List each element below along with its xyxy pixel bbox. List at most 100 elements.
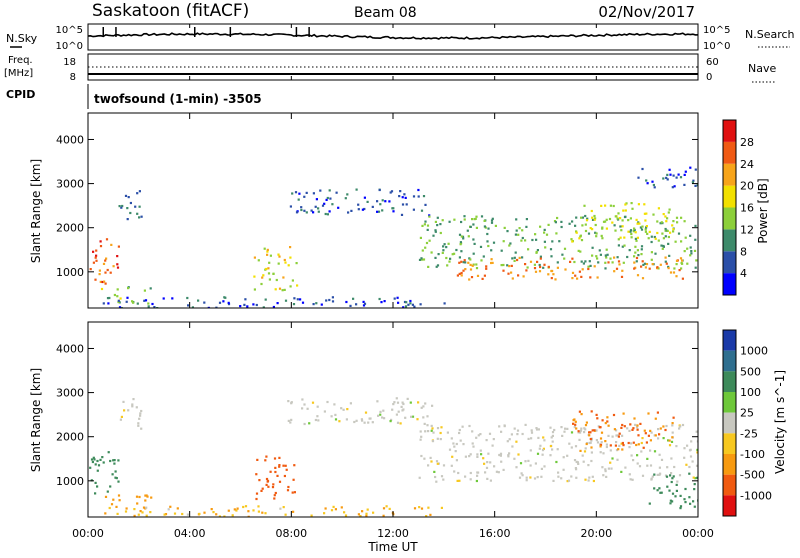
heatmap-cell [591, 475, 594, 478]
heatmap-cell [636, 454, 639, 457]
heatmap-cell [556, 261, 559, 264]
heatmap-cell [600, 431, 604, 434]
heatmap-cell [272, 483, 275, 486]
heatmap-cell [620, 229, 623, 232]
heatmap-cell [635, 239, 638, 242]
heatmap-cell [511, 277, 514, 280]
heatmap-cell [417, 401, 420, 404]
heatmap-cell [589, 441, 592, 444]
heatmap-cell [287, 419, 290, 422]
heatmap-cell [570, 446, 573, 449]
heatmap-cell [589, 227, 592, 230]
heatmap-cell [134, 205, 137, 208]
heatmap-cell [203, 301, 206, 304]
heatmap-cell [588, 431, 591, 434]
heatmap-cell [694, 224, 697, 227]
heatmap-cell [450, 464, 453, 467]
heatmap-cell [469, 263, 472, 266]
heatmap-cell [458, 428, 461, 432]
heatmap-cell [654, 252, 657, 255]
heatmap-cell [621, 423, 624, 427]
heatmap-cell [269, 254, 272, 257]
heatmap-cell [432, 431, 435, 434]
heatmap-cell [381, 209, 384, 212]
heatmap-cell [602, 474, 605, 477]
heatmap-cell [343, 511, 346, 514]
heatmap-cell [429, 513, 432, 516]
heatmap-cell [694, 266, 697, 269]
heatmap-cell [289, 256, 292, 259]
heatmap-cell [266, 250, 269, 253]
heatmap-cell [621, 448, 624, 451]
heatmap-cell [410, 415, 413, 418]
heatmap-cell [471, 442, 474, 445]
heatmap-cell [357, 513, 360, 516]
heatmap-cell [659, 472, 662, 475]
heatmap-cell [303, 422, 306, 426]
heatmap-cell [675, 176, 678, 179]
heatmap-cell [125, 300, 128, 303]
heatmap-cell [610, 467, 613, 470]
heatmap-cell [587, 479, 590, 482]
heatmap-cell [94, 492, 97, 495]
heatmap-cell [212, 511, 215, 514]
freq-label-line1: Freq. [8, 55, 33, 66]
heatmap-cell [657, 437, 660, 440]
heatmap-cell [586, 217, 589, 220]
heatmap-cell [631, 478, 634, 481]
heatmap-cell [247, 510, 250, 513]
heatmap-cell [119, 297, 122, 300]
heatmap-cell [298, 192, 301, 195]
heatmap-cell [689, 455, 693, 458]
heatmap-cell [291, 192, 294, 195]
heatmap-cell [664, 227, 667, 231]
heatmap-cell [417, 195, 420, 198]
heatmap-cell [589, 437, 592, 441]
heatmap-cell [645, 226, 648, 229]
heatmap-cell [583, 450, 587, 453]
heatmap-cell [439, 231, 442, 235]
heatmap-cell [308, 422, 311, 425]
heatmap-cell [571, 271, 575, 274]
heatmap-cell [605, 445, 608, 449]
colorbar-swatch [723, 433, 736, 454]
heatmap-cell [628, 446, 631, 449]
heatmap-cell [638, 465, 642, 468]
heatmap-cell [498, 453, 501, 457]
heatmap-cell [107, 302, 110, 305]
heatmap-cell [395, 413, 398, 416]
heatmap-cell [537, 436, 540, 439]
heatmap-cell [658, 466, 661, 469]
heatmap-cell [534, 270, 538, 273]
heatmap-cell [520, 472, 523, 475]
heatmap-cell [563, 247, 567, 250]
heatmap-cell [215, 306, 218, 308]
heatmap-cell [653, 450, 657, 453]
heatmap-cell [605, 248, 608, 251]
heatmap-cell [656, 231, 659, 235]
heatmap-cell [644, 230, 647, 233]
heatmap-cell [267, 272, 271, 275]
heatmap-cell [278, 255, 281, 258]
heatmap-cell [376, 200, 379, 203]
heatmap-cell [660, 221, 663, 224]
heatmap-cell [495, 470, 498, 473]
heatmap-cell [459, 243, 462, 246]
heatmap-cell [554, 221, 557, 224]
heatmap-cell [381, 416, 384, 419]
heatmap-cell [688, 496, 691, 499]
heatmap-cell [646, 232, 649, 235]
heatmap-cell [404, 305, 408, 308]
velocity-colorbar: 1000 500 100 25 -25 -100 -500 -1000 [722, 329, 772, 517]
heatmap-cell [451, 253, 454, 256]
colorbar-tick-label: -100 [740, 448, 765, 461]
heatmap-cell [563, 430, 566, 433]
heatmap-cell [340, 506, 343, 509]
heatmap-cell [479, 245, 483, 248]
heatmap-cell [235, 509, 238, 512]
heatmap-cell [419, 438, 422, 441]
heatmap-cell [664, 215, 667, 218]
heatmap-cell [99, 280, 102, 283]
heatmap-cell [529, 260, 533, 263]
heatmap-cell [138, 205, 141, 208]
